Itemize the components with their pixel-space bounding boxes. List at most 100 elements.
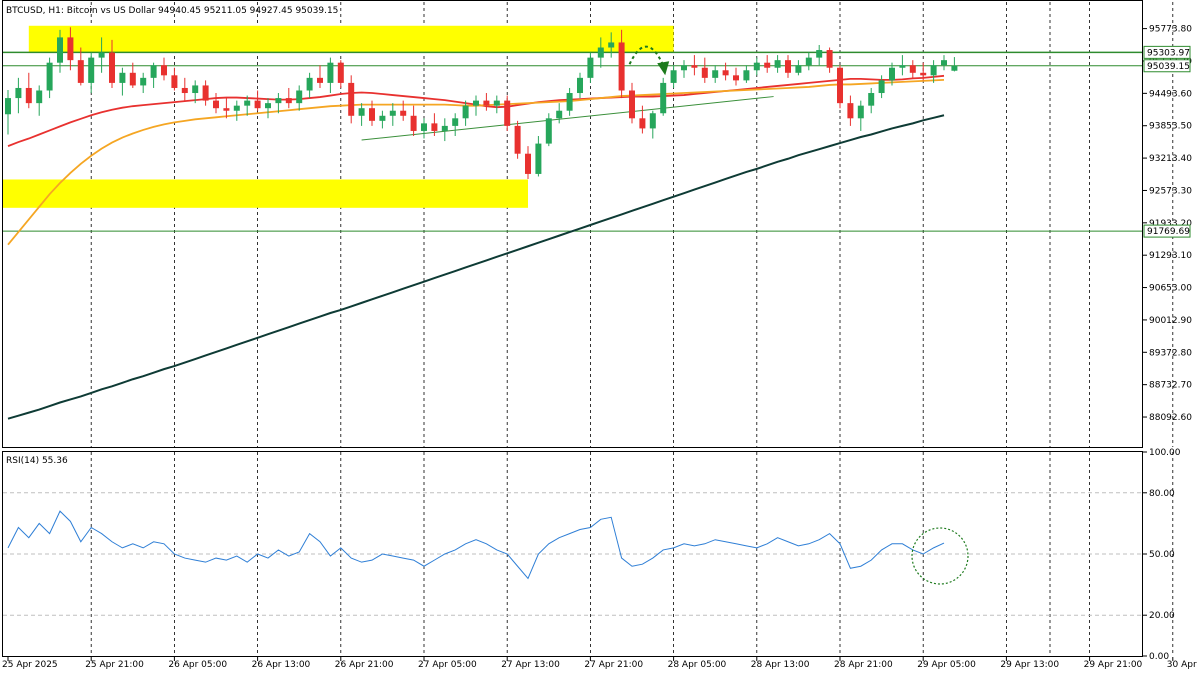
price-tick-label: 90653.00 <box>1149 284 1192 294</box>
time-tick-label: 26 Apr 13:00 <box>252 660 311 670</box>
time-tick-label: 29 Apr 13:00 <box>1000 660 1059 670</box>
candle-body <box>421 123 427 131</box>
candle-body <box>348 82 355 116</box>
candle-body <box>410 115 417 131</box>
forecast-arrow-path <box>628 45 665 66</box>
candle-body <box>597 47 604 58</box>
candle-body <box>452 118 459 126</box>
price-tick-label: 92573.30 <box>1149 186 1192 196</box>
candle-body <box>826 50 833 68</box>
candle-body <box>57 37 63 63</box>
rsi-line <box>7 510 945 580</box>
price-tick-label: 94493.60 <box>1149 89 1192 99</box>
candle-body <box>67 37 74 61</box>
price-label: 91769.69 <box>1147 227 1190 237</box>
candle-body <box>462 105 469 119</box>
price-label: 95303.97 <box>1147 48 1190 58</box>
candle-body <box>233 105 240 111</box>
price-label-box <box>1143 59 1191 73</box>
candle-body <box>566 93 573 111</box>
rsi-tick-label: 0.00 <box>1149 652 1169 662</box>
ascending-trendline <box>361 96 774 141</box>
candle-body <box>753 62 760 71</box>
candle-body <box>431 123 438 131</box>
time-tick-label: 27 Apr 13:00 <box>501 660 560 670</box>
forecast-arrow-head <box>657 61 670 76</box>
ema_dark-line <box>7 114 945 420</box>
candle-body <box>265 103 271 109</box>
candle-body <box>629 90 635 119</box>
price-tick-label: 95773.80 <box>1149 25 1192 35</box>
rsi-tick-label: 100.00 <box>1149 448 1181 458</box>
candle-body <box>36 90 43 104</box>
price-tick-label: 93853.50 <box>1149 122 1192 132</box>
candle-body <box>857 105 864 119</box>
candle-body <box>213 100 219 109</box>
candle-body <box>733 75 739 81</box>
rsi-tick-label: 50.00 <box>1149 550 1175 560</box>
candle-body <box>202 85 209 101</box>
time-tick-label: 29 Apr 21:00 <box>1084 660 1143 670</box>
price-tick-label: 88732.70 <box>1149 381 1192 391</box>
candle-body <box>816 50 823 58</box>
candle-body <box>868 93 875 106</box>
candle-body <box>608 42 615 48</box>
supply-demand-zone <box>28 25 674 53</box>
candle-body <box>535 143 542 174</box>
chart-title: BTCUSD, H1: Bitcoin vs US Dollar 94940.4… <box>6 6 338 16</box>
candle-body <box>847 103 854 119</box>
time-tick-label: 30 Apr 05:00 <box>1167 660 1200 670</box>
supply-demand-zone <box>3 179 528 208</box>
time-tick-label: 28 Apr 05:00 <box>668 660 727 670</box>
price-tick-label: 90012.90 <box>1149 316 1192 326</box>
candle-body <box>941 60 947 66</box>
candle-body <box>587 57 594 78</box>
candle-body <box>306 77 313 91</box>
candle-body <box>712 70 719 78</box>
candle-body <box>119 72 126 83</box>
candle-body <box>764 62 771 68</box>
price-label-box <box>1143 45 1191 59</box>
candle-body <box>805 57 812 66</box>
candle-body <box>473 100 479 106</box>
candle-body <box>920 72 927 76</box>
candle-body <box>25 87 32 104</box>
time-tick-label: 25 Apr 2025 <box>2 660 58 670</box>
candle-body <box>722 70 729 76</box>
candle-body <box>795 65 802 73</box>
candle-body <box>88 57 95 83</box>
candle-body <box>129 72 136 86</box>
candle-body <box>701 67 708 78</box>
candle-body <box>98 52 105 58</box>
candle-body <box>493 100 500 106</box>
candle-body <box>379 115 386 121</box>
candle-body <box>15 87 22 99</box>
candle-body <box>889 67 895 81</box>
candle-body <box>389 110 396 116</box>
candle-body <box>192 85 199 94</box>
candle-body <box>400 110 407 116</box>
candle-body <box>545 118 552 144</box>
candle-body <box>837 67 843 104</box>
candle-body <box>223 108 230 111</box>
candle-body <box>681 65 687 71</box>
candle-body <box>285 98 292 104</box>
time-tick-label: 29 Apr 05:00 <box>917 660 976 670</box>
time-tick-label: 28 Apr 13:00 <box>751 660 810 670</box>
candle-body <box>930 65 937 76</box>
candle-body <box>244 100 251 106</box>
candle-body <box>327 62 334 83</box>
candle-body <box>660 82 667 114</box>
time-tick-label: 27 Apr 05:00 <box>418 660 477 670</box>
candle-body <box>109 52 115 83</box>
price-label-box <box>1143 224 1191 238</box>
candle-body <box>254 100 261 109</box>
time-tick-label: 28 Apr 21:00 <box>834 660 893 670</box>
candle-body <box>785 60 791 73</box>
candle-body <box>275 98 282 104</box>
candle-body <box>77 60 84 83</box>
candle-body <box>171 75 178 88</box>
candle-body <box>483 100 490 106</box>
